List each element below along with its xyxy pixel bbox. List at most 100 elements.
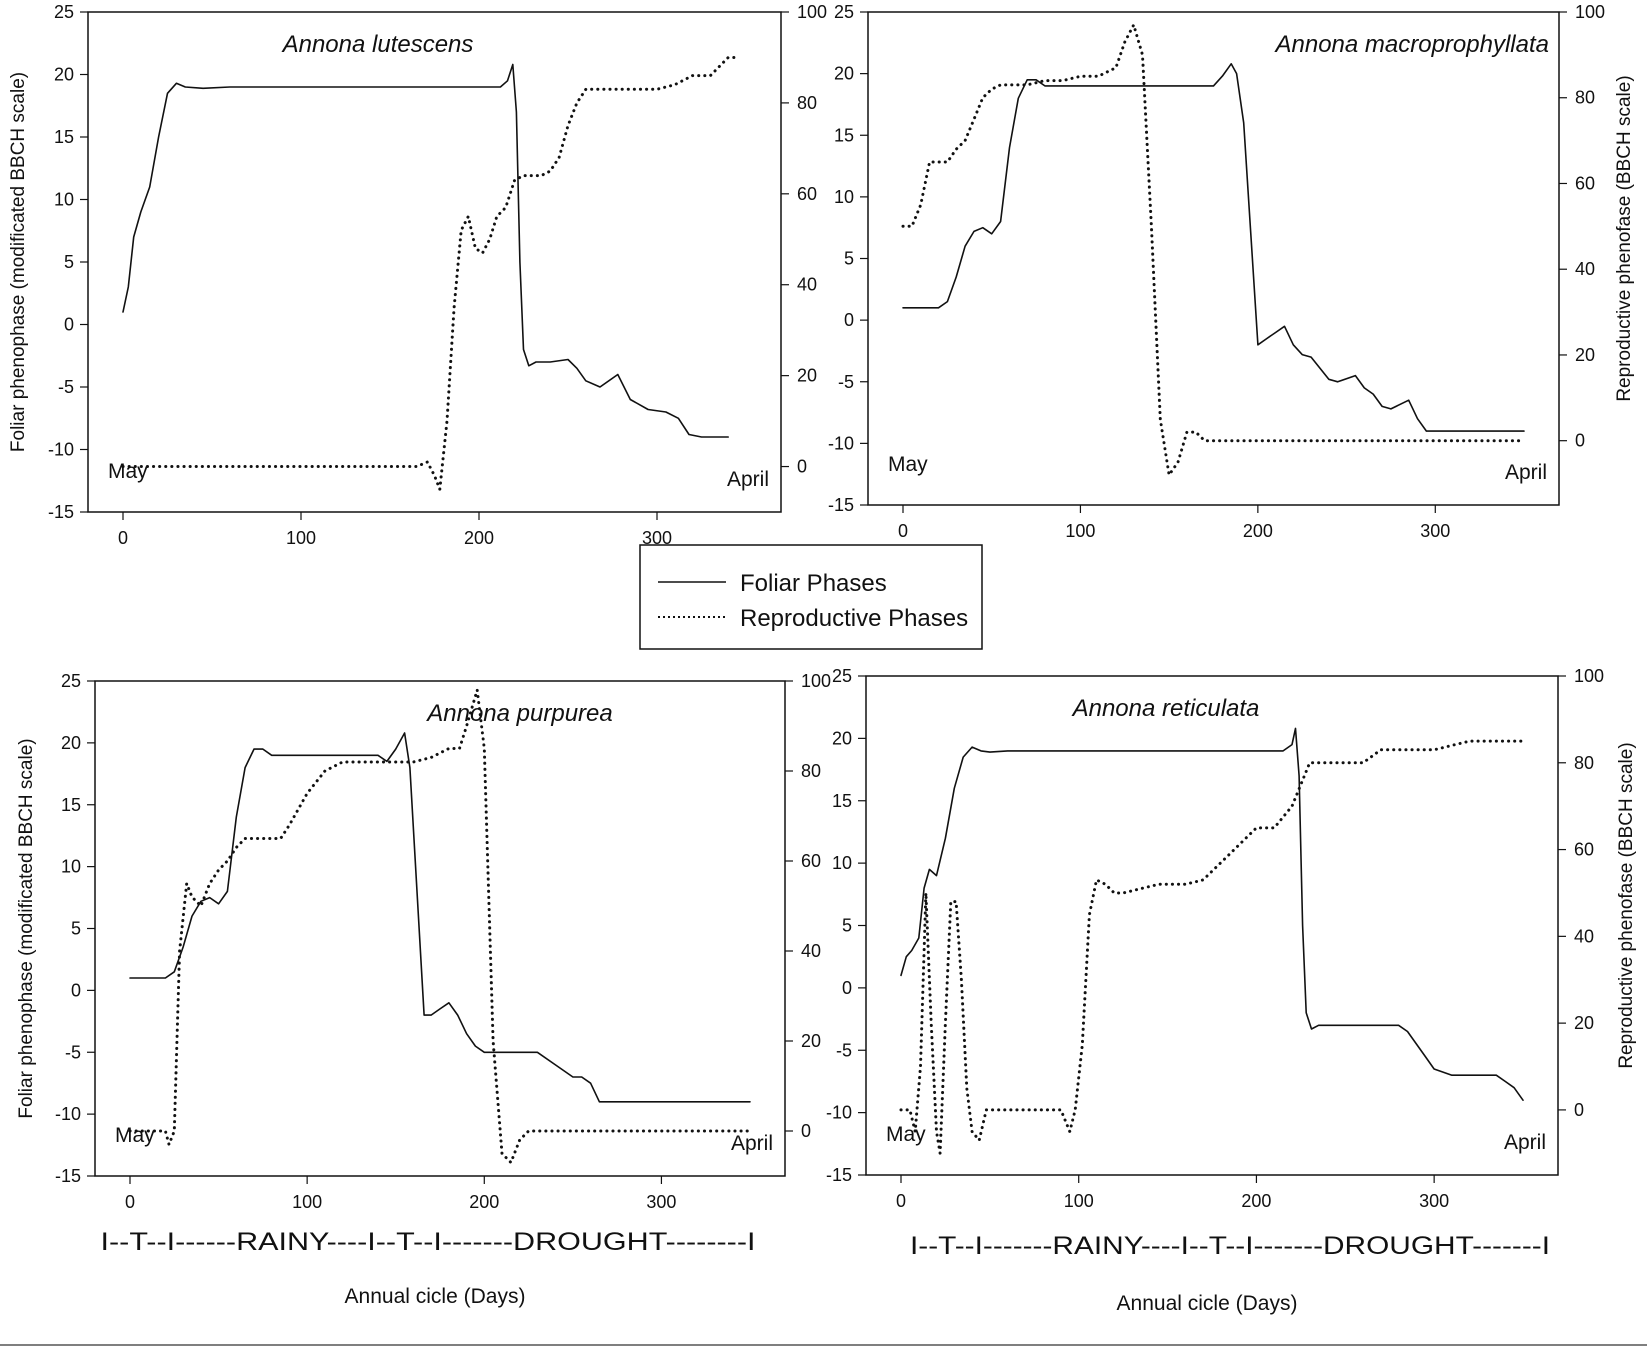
y-right-tick-label: 40 — [801, 941, 821, 961]
y-right-tick-label: 20 — [801, 1031, 821, 1051]
reproductive-phases-line — [899, 739, 1525, 1155]
y-right-tick-label: 60 — [1575, 173, 1595, 193]
y-right-axis-label: Reproductive phenofase (BBCH scale) — [1614, 75, 1635, 401]
legend-dotted-label: Reproductive Phases — [740, 605, 968, 632]
y-right-tick-label: 20 — [797, 366, 817, 386]
y-left-tick-label: -15 — [55, 1166, 81, 1186]
y-left-tick-label: -5 — [58, 377, 74, 397]
season-bar: I--T--I-------RAINY----I--T--I-------DRO… — [910, 1232, 1550, 1260]
y-left-tick-label: -5 — [836, 1040, 852, 1060]
y-left-tick-label: 5 — [844, 249, 854, 269]
y-left-tick-label: -10 — [55, 1104, 81, 1124]
reproductive-phases-line — [121, 56, 739, 491]
y-right-tick-label: 100 — [1575, 2, 1605, 22]
y-left-tick-label: 0 — [71, 980, 81, 1000]
end-month-label: April — [1505, 461, 1547, 484]
x-tick-label: 100 — [286, 528, 316, 548]
y-left-tick-label: 10 — [54, 190, 74, 210]
panel-annona-purpurea: -15 -10 -5 0 5 10 15 20 25 0 20 40 60 80 100 0 100 200 300… — [16, 671, 831, 1308]
y-left-tick-label: 5 — [71, 919, 81, 939]
foliar-phases-line — [902, 62, 1525, 432]
y-right-tick-label: 60 — [801, 851, 821, 871]
panel-title: Annona reticulata — [1071, 695, 1260, 722]
y-left-tick-label: 0 — [64, 315, 74, 335]
y-left-tick-label: 20 — [834, 64, 854, 84]
y-right-tick-label: 80 — [1575, 88, 1595, 108]
end-month-label: April — [731, 1132, 773, 1155]
x-axis-label: Annual cicle (Days) — [345, 1285, 526, 1308]
x-axis-label: Annual cicle (Days) — [1117, 1292, 1298, 1315]
y-right-tick-label: 0 — [801, 1121, 811, 1141]
x-tick-label: 200 — [1243, 521, 1273, 541]
y-right-tick-label: 80 — [797, 93, 817, 113]
y-left-tick-label: 15 — [832, 791, 852, 811]
y-left-tick-label: 0 — [844, 310, 854, 330]
y-right-tick-label: 40 — [1575, 259, 1595, 279]
y-right-tick-label: 80 — [801, 761, 821, 781]
panel-title: Annona lutescens — [281, 31, 474, 58]
y-left-tick-label: -5 — [838, 372, 854, 392]
y-left-tick-label: -10 — [828, 433, 854, 453]
x-tick-label: 100 — [292, 1192, 322, 1212]
y-right-tick-label: 0 — [1575, 431, 1585, 451]
y-left-tick-label: 10 — [834, 187, 854, 207]
y-left-tick-label: -15 — [828, 495, 854, 515]
y-left-tick-label: 25 — [832, 666, 852, 686]
y-left-tick-label: 25 — [834, 2, 854, 22]
y-left-tick-label: 20 — [61, 733, 81, 753]
x-tick-label: 300 — [642, 528, 672, 548]
reproductive-phases-line — [901, 23, 1526, 477]
y-right-tick-label: 0 — [797, 457, 807, 477]
y-left-tick-label: 5 — [64, 252, 74, 272]
x-tick-label: 0 — [125, 1192, 135, 1212]
y-right-tick-label: 100 — [1574, 666, 1604, 686]
y-right-tick-label: 20 — [1575, 345, 1595, 365]
y-left-tick-label: 25 — [61, 671, 81, 691]
y-left-tick-label: 0 — [842, 978, 852, 998]
y-right-tick-label: 40 — [797, 275, 817, 295]
y-left-tick-label: -5 — [65, 1042, 81, 1062]
y-left-tick-label: 20 — [54, 65, 74, 85]
y-left-tick-label: 10 — [832, 853, 852, 873]
x-tick-label: 300 — [1419, 1191, 1449, 1211]
legend-box — [639, 544, 983, 650]
reproductive-phases-line — [128, 688, 752, 1164]
x-tick-label: 100 — [1064, 1191, 1094, 1211]
start-month-label: May — [886, 1123, 926, 1146]
x-tick-label: 0 — [896, 1191, 906, 1211]
y-left-tick-label: 10 — [61, 857, 81, 877]
start-month-label: May — [115, 1124, 155, 1147]
foliar-phases-line — [129, 732, 751, 1103]
y-right-tick-label: 100 — [801, 671, 831, 691]
legend: Foliar Phases Reproductive Phases — [639, 544, 983, 650]
y-left-axis-label: Foliar phenophase (modificated BBCH scal… — [16, 738, 37, 1118]
panel-annona-lutescens: -15 -10 -5 0 5 10 15 20 25 0 20 40 60 80 100 0 100 200 300… — [8, 2, 827, 548]
foliar-phases-line — [900, 727, 1524, 1101]
season-bar: I--T--I------RAINY----I--T--I-------DROU… — [101, 1228, 756, 1256]
y-left-tick-label: 15 — [61, 795, 81, 815]
panel-annona-macroprophyllata: -15 -10 -5 0 5 10 15 20 25 0 20 40 60 80 100 0 100 200 300… — [828, 2, 1635, 541]
x-tick-label: 200 — [469, 1192, 499, 1212]
x-tick-label: 200 — [464, 528, 494, 548]
end-month-label: April — [1504, 1131, 1546, 1154]
y-right-tick-label: 60 — [797, 184, 817, 204]
y-right-tick-label: 100 — [797, 2, 827, 22]
y-left-tick-label: -15 — [826, 1165, 852, 1185]
y-left-tick-label: -15 — [48, 502, 74, 522]
x-tick-label: 0 — [118, 528, 128, 548]
start-month-label: May — [108, 460, 148, 483]
y-right-tick-label: 80 — [1574, 753, 1594, 773]
x-tick-label: 200 — [1241, 1191, 1271, 1211]
y-right-tick-label: 40 — [1574, 926, 1594, 946]
y-left-tick-label: 5 — [842, 916, 852, 936]
y-right-tick-label: 60 — [1574, 840, 1594, 860]
y-left-tick-label: -10 — [826, 1103, 852, 1123]
x-tick-label: 300 — [646, 1192, 676, 1212]
panel-annona-reticulata: -15 -10 -5 0 5 10 15 20 25 0 20 40 60 80 100 0 100 200 300… — [826, 666, 1637, 1315]
y-right-axis-label: Reproductive phenofase (BBCH scale) — [1616, 742, 1637, 1068]
legend-solid-label: Foliar Phases — [740, 570, 887, 597]
panel-title: Annona macroprophyllata — [1273, 31, 1549, 58]
y-left-tick-label: 15 — [834, 125, 854, 145]
y-right-tick-label: 20 — [1574, 1013, 1594, 1033]
